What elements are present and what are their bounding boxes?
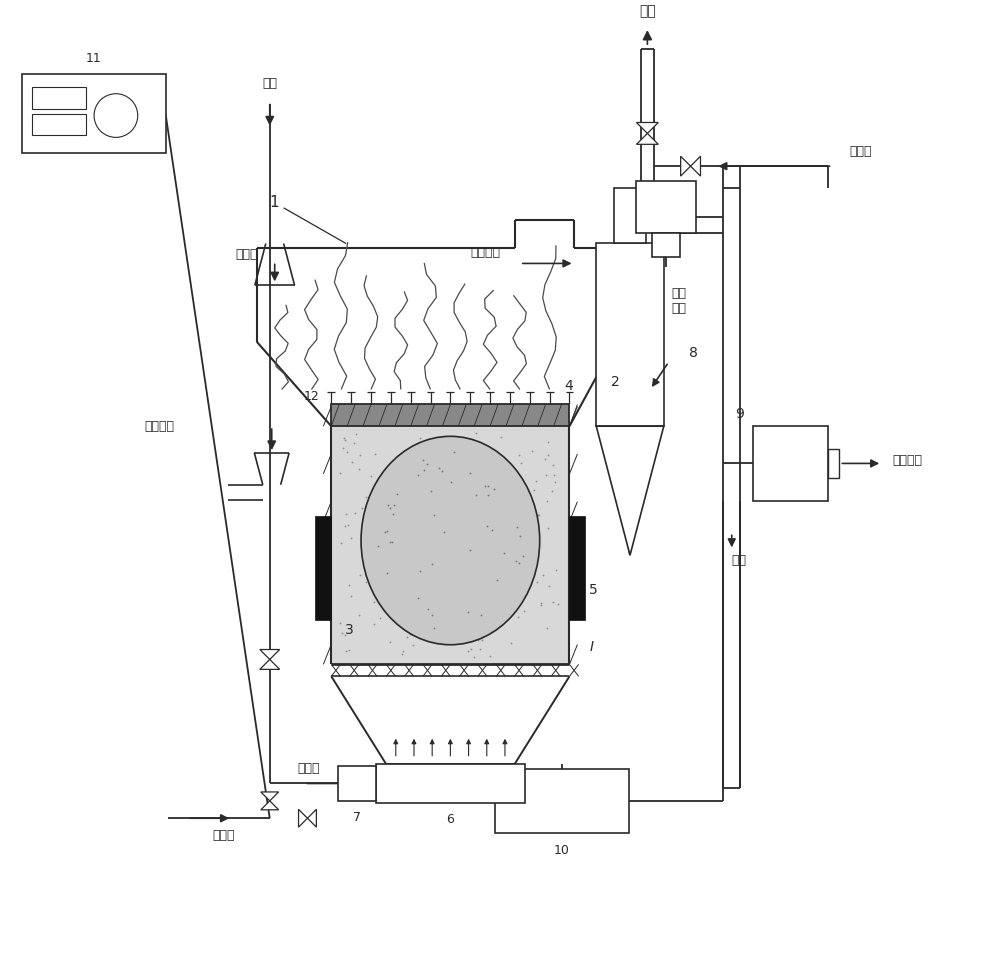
- Text: 11: 11: [86, 53, 101, 66]
- Bar: [828, 449, 839, 478]
- Polygon shape: [691, 157, 700, 176]
- Polygon shape: [261, 792, 279, 801]
- Text: 空气: 空气: [262, 77, 277, 91]
- Text: 载氧体: 载氧体: [235, 248, 258, 261]
- Polygon shape: [307, 809, 316, 827]
- Text: 5: 5: [589, 583, 598, 597]
- Bar: [331, 426, 569, 665]
- Polygon shape: [681, 157, 691, 176]
- Text: 工作气: 工作气: [298, 762, 320, 775]
- Bar: [376, 764, 525, 803]
- Ellipse shape: [361, 436, 540, 645]
- Text: 3: 3: [345, 623, 354, 637]
- Polygon shape: [260, 660, 280, 669]
- Text: I: I: [589, 640, 593, 653]
- Text: 剩余气体: 剩余气体: [892, 454, 922, 467]
- Text: 氢气: 氢气: [639, 5, 656, 18]
- Bar: [22, 74, 166, 153]
- Text: 固体
颗粒: 固体 颗粒: [672, 287, 687, 315]
- Polygon shape: [636, 134, 658, 144]
- Polygon shape: [261, 801, 279, 810]
- Bar: [636, 181, 696, 233]
- Polygon shape: [299, 809, 307, 827]
- Text: 9: 9: [735, 407, 744, 421]
- Text: 固废燃料: 固废燃料: [145, 419, 175, 433]
- Bar: [596, 243, 664, 426]
- Circle shape: [94, 94, 138, 138]
- Text: 7: 7: [353, 811, 361, 824]
- Bar: [652, 233, 680, 258]
- Bar: [32, 87, 86, 109]
- Bar: [331, 404, 569, 426]
- Bar: [338, 766, 376, 801]
- Bar: [495, 769, 629, 833]
- Text: 水蔟气: 水蔟气: [212, 829, 235, 841]
- Bar: [32, 114, 86, 136]
- Bar: [569, 516, 585, 620]
- Bar: [753, 426, 828, 500]
- Bar: [315, 516, 331, 620]
- Text: 4: 4: [565, 379, 573, 393]
- Polygon shape: [596, 426, 664, 555]
- Polygon shape: [260, 649, 280, 660]
- Bar: [614, 188, 646, 243]
- Text: 1: 1: [269, 196, 279, 210]
- Polygon shape: [636, 122, 658, 134]
- Text: 混合气: 混合气: [849, 145, 872, 158]
- Text: 12: 12: [304, 390, 319, 403]
- Text: 8: 8: [689, 346, 697, 360]
- Text: 6: 6: [446, 813, 454, 826]
- Text: 含尘气体: 含尘气体: [470, 246, 500, 259]
- Text: 2: 2: [611, 374, 620, 389]
- Text: 氢气: 氢气: [731, 554, 746, 566]
- Text: 10: 10: [554, 844, 570, 858]
